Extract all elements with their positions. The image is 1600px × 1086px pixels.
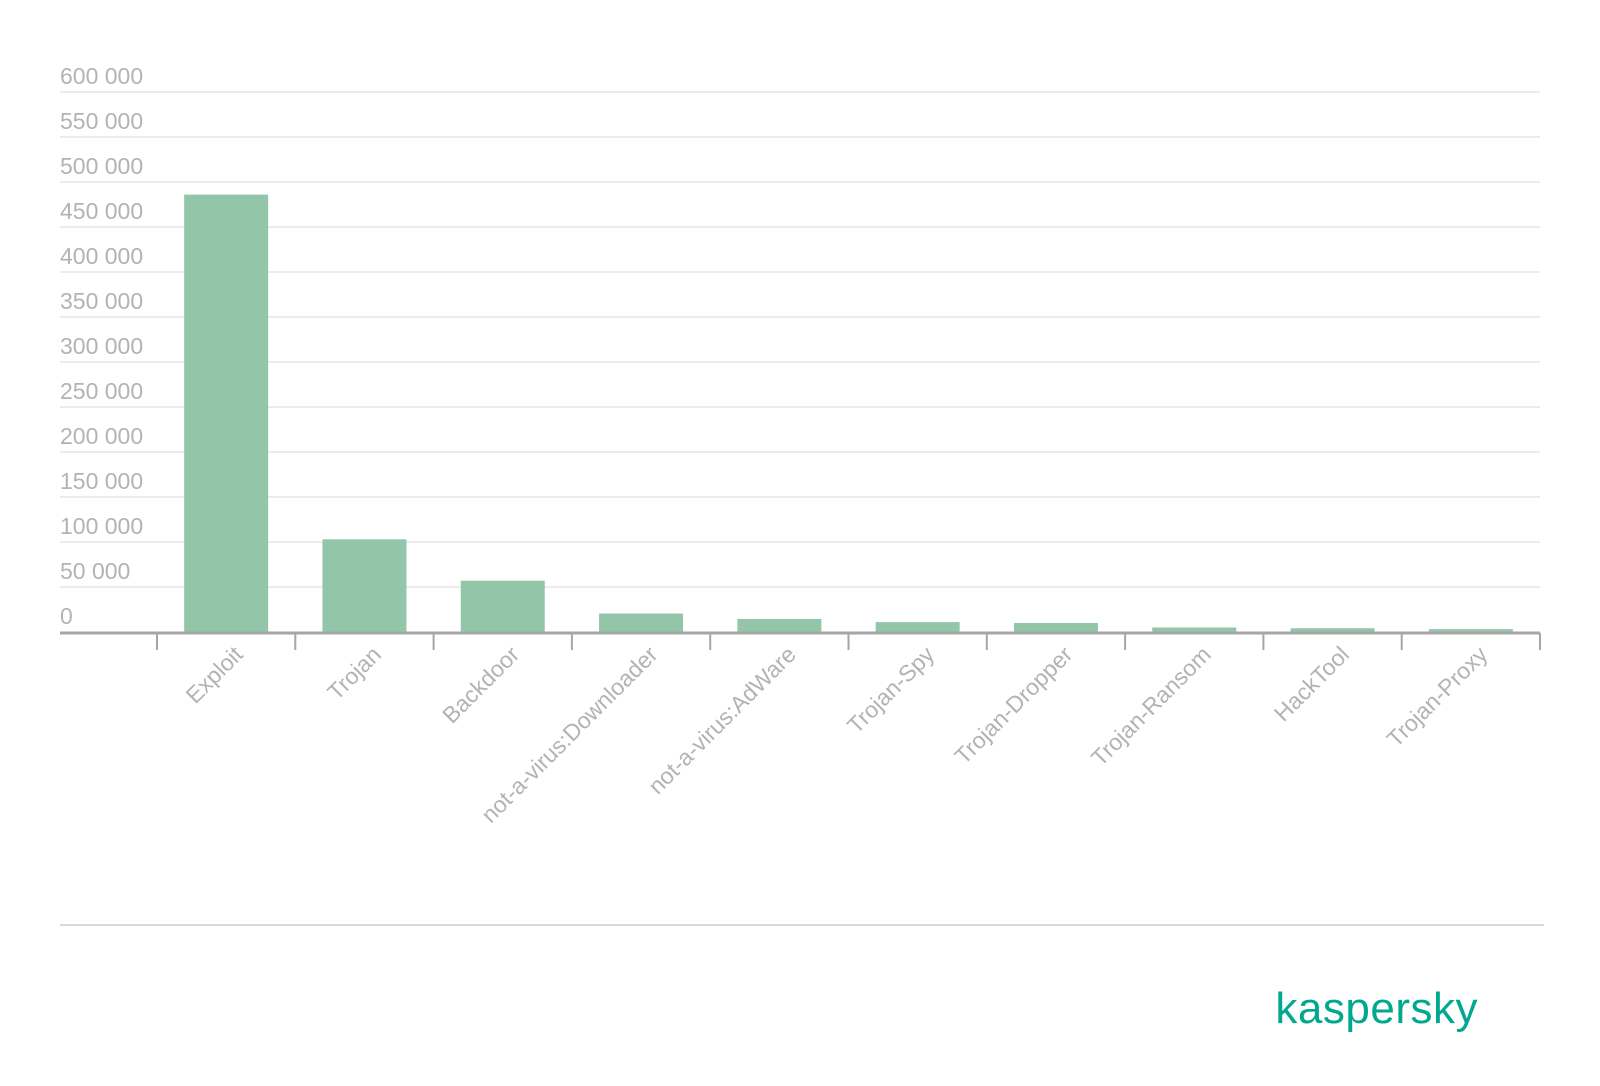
bar-not-a-virus-adware	[737, 618, 822, 632]
x-tick-label: Trojan-Proxy	[1382, 641, 1493, 752]
bar-hacktool	[1290, 628, 1375, 632]
bar-trojan-proxy	[1428, 629, 1513, 632]
y-tick-label: 100 000	[60, 513, 143, 539]
kaspersky-logo: kaspersky	[1275, 984, 1478, 1033]
x-tick-label: Trojan-Dropper	[949, 641, 1077, 769]
y-tick-label: 550 000	[60, 108, 143, 134]
y-tick-label: 600 000	[60, 63, 143, 89]
y-tick-label: 400 000	[60, 243, 143, 269]
bars	[184, 194, 1513, 632]
x-tick-label: HackTool	[1269, 641, 1354, 726]
y-tick-label: 200 000	[60, 423, 143, 449]
y-axis-ticks: 0 50 000 100 000 150 000 200 000 250 000 300 0…	[60, 63, 143, 629]
y-tick-label: 150 000	[60, 468, 143, 494]
x-tick-label: not-a-virus:AdWare	[643, 641, 801, 799]
y-tick-label: 0	[60, 603, 73, 629]
x-axis: Exploit Trojan Backdoornot-a-virus:Downloa…	[60, 631, 1541, 828]
bar-exploit	[184, 194, 269, 632]
x-tick-label: Trojan-Ransom	[1086, 641, 1216, 771]
gridlines	[60, 91, 1540, 588]
y-tick-label: 350 000	[60, 288, 143, 314]
bar-trojan-spy	[875, 622, 960, 632]
x-tick-label: Exploit	[180, 641, 248, 709]
y-tick-label: 50 000	[60, 558, 130, 584]
bar-not-a-virus-downloader	[599, 613, 684, 632]
x-tick-label: Trojan-Spy	[842, 641, 940, 739]
bar-trojan	[322, 539, 407, 632]
y-tick-label: 500 000	[60, 153, 143, 179]
bar-trojan-ransom	[1152, 627, 1237, 632]
bar-backdoor	[460, 580, 545, 632]
x-tick-label: Trojan	[322, 641, 386, 705]
y-tick-label: 450 000	[60, 198, 143, 224]
y-tick-label: 300 000	[60, 333, 143, 359]
x-tick-label: Backdoor	[437, 641, 524, 728]
y-tick-label: 250 000	[60, 378, 143, 404]
bar-trojan-dropper	[1013, 623, 1098, 632]
